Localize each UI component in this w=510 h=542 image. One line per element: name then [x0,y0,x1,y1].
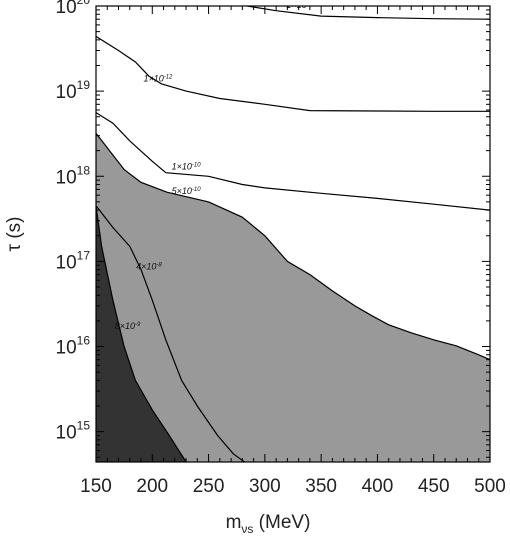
y-tick-label-base: 10 [56,338,77,359]
contour-label-6: 8×10-9 [115,321,141,331]
y-tick-label: 1019 [56,78,91,103]
y-tick-label-base: 10 [56,252,77,273]
contour-label-base: 1×10 [286,0,306,10]
y-tick-label: 1016 [56,334,91,359]
contour-label-base: 4×10 [136,262,156,272]
y-tick-label-exponent: 19 [77,78,91,92]
x-tick-label: 150 [80,476,112,497]
y-tick-label: 1018 [56,163,91,188]
x-tick-label: 350 [305,476,337,497]
x-axis-title-main: m [226,512,242,533]
x-tick-label: 200 [136,476,168,497]
contour-label-exponent: -8 [156,263,162,269]
y-tick-label: 1020 [56,0,91,18]
y-tick-label-base: 10 [56,167,77,188]
contour-label-base: 1×10 [172,162,192,172]
excluded-region-2 [96,205,187,462]
contour-label-3: 1×10-10 [172,162,202,172]
y-tick-label: 1015 [56,419,91,444]
contour-line-5 [96,205,245,462]
x-axis-title: mνs (MeV) [226,512,311,536]
x-tick-label: 500 [474,476,506,497]
x-tick-label: 250 [193,476,225,497]
contour-line-2 [96,35,490,112]
y-tick-label-base: 10 [56,82,77,103]
excluded-region-1 [96,133,490,462]
contour-line-3 [96,112,490,211]
y-tick-label-exponent: 17 [77,248,91,262]
x-tick-label: 400 [362,476,394,497]
y-tick-label-exponent: 15 [77,419,91,433]
contour-label-exponent: -10 [192,187,201,193]
x-axis-title-unit: (MeV) [253,512,310,533]
contour-label-base: 1×10 [143,73,163,83]
plot-area: 1×10-141×10-121×10-105×10-104×10-88×10-9 [96,0,490,462]
y-tick-label-base: 10 [56,0,77,18]
y-tick-label-exponent: 16 [77,334,91,348]
contour-label-base: 5×10 [172,186,192,196]
contour-line-6 [96,205,187,462]
contour-label-exponent: -12 [164,74,173,80]
y-tick-label-exponent: 20 [77,0,91,7]
contour-label-base: 8×10 [115,321,135,331]
x-tick-label: 300 [249,476,281,497]
contour-label-exponent: -9 [135,322,141,328]
contour-line-4 [96,132,490,361]
y-axis-title: τ (s) [4,217,25,252]
x-axis-title-subscript: νs [241,522,253,536]
y-tick-label: 1017 [56,248,91,273]
contour-label-exponent: -10 [192,163,201,169]
contour-line-1 [242,6,490,20]
contour-label-4: 5×10-10 [172,186,202,196]
contour-label-5: 4×10-8 [136,262,162,272]
x-tick-label: 450 [418,476,450,497]
y-tick-label-base: 10 [56,423,77,444]
plot-frame [95,5,491,463]
contour-label-2: 1×10-12 [143,73,173,83]
y-tick-label-exponent: 18 [77,163,91,177]
